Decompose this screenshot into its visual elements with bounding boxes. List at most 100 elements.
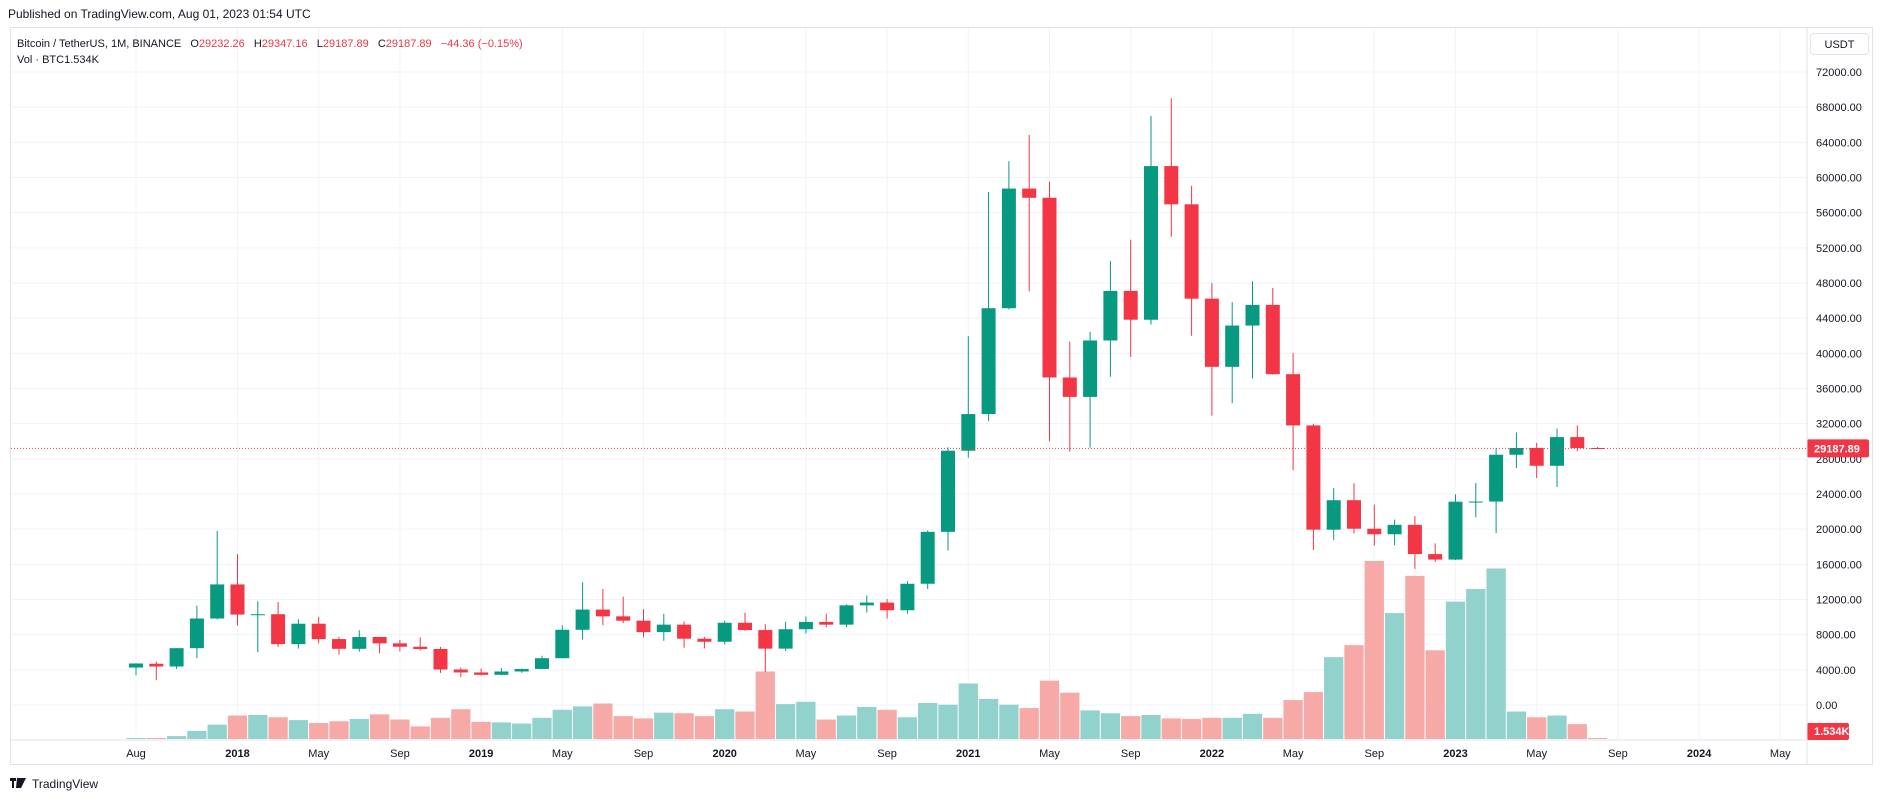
candle-body — [1123, 290, 1138, 320]
candle-body — [1326, 500, 1341, 530]
x-tick-label: May — [796, 748, 817, 760]
candle-body — [291, 623, 306, 645]
volume-bar — [410, 726, 430, 739]
candle-body — [1083, 340, 1098, 397]
volume-bar — [633, 718, 654, 739]
volume-bar — [1405, 575, 1425, 739]
candle-body — [1184, 204, 1199, 299]
volume-bar — [1506, 711, 1527, 739]
volume-bar — [613, 716, 633, 739]
candle-body — [149, 663, 164, 667]
low-value: 29187.89 — [322, 38, 369, 50]
x-tick-label: Sep — [877, 748, 897, 760]
candle-body — [778, 629, 793, 649]
volume-bar — [572, 706, 593, 739]
volume-bar — [329, 721, 349, 739]
x-tick-label: Sep — [1121, 748, 1141, 760]
volume-bar — [1202, 717, 1222, 739]
candle-body — [900, 583, 915, 611]
volume-bar — [166, 736, 187, 739]
candle-body — [961, 414, 976, 451]
x-tick-label: Sep — [634, 748, 654, 760]
volume-bar — [978, 698, 999, 739]
candle-body — [189, 618, 204, 649]
candle-body — [392, 643, 407, 647]
volume-bar — [999, 704, 1019, 739]
candle-body — [169, 648, 184, 667]
candle-body — [1387, 524, 1402, 535]
volume-bar — [512, 723, 532, 739]
candle-body — [1590, 448, 1605, 450]
volume-bar — [1567, 724, 1587, 739]
last-volume-badge — [1807, 723, 1849, 740]
volume-bar — [532, 717, 552, 739]
candle-body — [535, 658, 549, 669]
volume-bar — [1263, 717, 1283, 739]
y-tick-label: 24000.00 — [1816, 489, 1862, 501]
symbol-name[interactable]: Bitcoin / TetherUS, 1M, BINANCE — [17, 38, 182, 50]
volume-label[interactable]: Vol · BTC — [17, 54, 65, 66]
candle-body — [129, 663, 143, 668]
volume-bar — [918, 702, 938, 739]
y-tick-label: 44000.00 — [1816, 313, 1862, 325]
volume-bar — [309, 722, 329, 739]
candle-body — [1529, 447, 1544, 466]
volume-bar — [268, 717, 288, 739]
candle-body — [474, 672, 489, 675]
volume-bar — [958, 683, 978, 739]
volume-bar — [593, 703, 613, 739]
candle-body — [798, 621, 813, 630]
volume-bar — [1587, 738, 1608, 739]
candle-body — [1245, 304, 1260, 326]
candle-body — [250, 614, 265, 616]
x-tick-label: May — [1770, 748, 1791, 760]
volume-legend: Vol · BTC1.534K — [17, 52, 99, 68]
candle-body — [555, 629, 570, 659]
candle-body — [372, 636, 387, 644]
candle-body — [1022, 188, 1037, 198]
open-value: 29232.26 — [198, 38, 245, 50]
y-tick-label: 56000.00 — [1816, 208, 1862, 220]
high-label: H — [253, 38, 262, 50]
volume-bar — [126, 738, 146, 739]
x-tick-label: Sep — [390, 748, 410, 760]
tradingview-logo-icon — [10, 777, 26, 791]
volume-bar — [1080, 710, 1100, 739]
candle-body — [595, 609, 610, 617]
candle-body — [1489, 454, 1504, 502]
candle-body — [920, 531, 935, 584]
open-label: O — [190, 38, 199, 50]
candle-body — [819, 621, 834, 625]
candle-body — [1103, 290, 1118, 341]
x-tick-label: 2024 — [1687, 748, 1712, 760]
chart-frame[interactable] — [10, 27, 1873, 765]
candle-body — [1509, 447, 1524, 455]
volume-bar — [471, 721, 491, 739]
last-price-badge — [1807, 439, 1869, 458]
volume-bar — [491, 722, 512, 739]
tradingview-brand[interactable]: TradingView — [32, 777, 99, 791]
volume-bar — [1344, 645, 1364, 739]
volume-bar — [1181, 718, 1202, 739]
y-tick-label: 4000.00 — [1816, 665, 1856, 677]
volume-bar — [654, 712, 674, 739]
low-label: L — [316, 38, 323, 50]
candle-body — [1164, 166, 1179, 205]
volume-bar — [1466, 589, 1486, 739]
candle-body — [1550, 437, 1564, 466]
volume-bar — [1060, 692, 1080, 739]
y-tick-label: 40000.00 — [1816, 348, 1862, 360]
currency-button[interactable]: USDT — [1810, 33, 1869, 55]
candle-body — [738, 622, 752, 631]
candle-body — [1347, 500, 1361, 529]
candle-body — [1407, 524, 1422, 555]
candle-body — [413, 646, 428, 649]
volume-bar — [735, 711, 755, 739]
volume-bar — [775, 704, 796, 739]
candle-body — [1144, 166, 1158, 320]
x-tick-label: May — [1039, 748, 1060, 760]
volume-bar — [877, 709, 897, 739]
candle-body — [758, 630, 773, 649]
candle-body — [1367, 528, 1382, 535]
